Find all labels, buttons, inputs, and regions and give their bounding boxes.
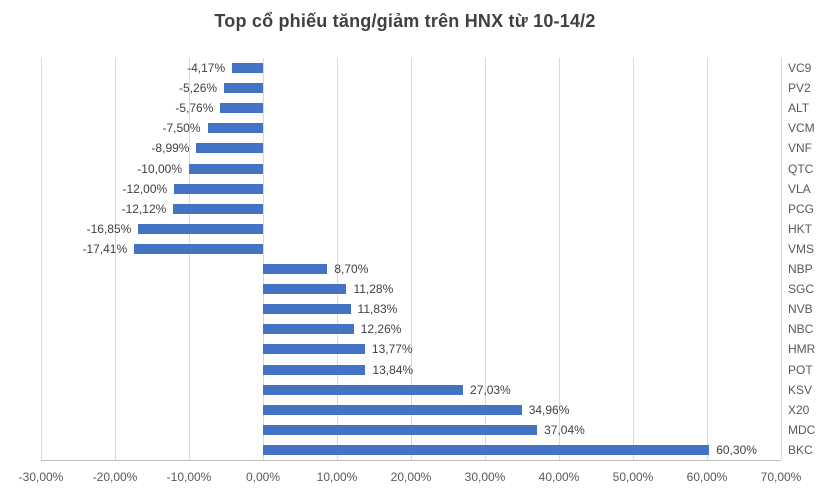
category-label: ALT <box>788 101 810 116</box>
category-label: QTC <box>788 161 814 176</box>
x-tick-label: 40,00% <box>538 470 580 484</box>
gridline <box>706 58 708 460</box>
value-label: 11,28% <box>353 282 394 297</box>
value-label: -8,99% <box>151 141 190 156</box>
x-tick-label: 70,00% <box>760 470 802 484</box>
x-tick-label: 0,00% <box>245 470 281 484</box>
bar <box>138 223 263 234</box>
value-label: 13,77% <box>371 342 413 357</box>
category-label: PV2 <box>788 81 811 96</box>
value-label: -4,17% <box>187 61 226 76</box>
bar <box>263 424 538 435</box>
x-tick-label: -10,00% <box>166 470 212 484</box>
x-tick-label: 30,00% <box>464 470 506 484</box>
category-label: SGC <box>788 282 815 297</box>
category-label: NBC <box>788 322 814 337</box>
x-tick-label: -20,00% <box>92 470 138 484</box>
bar <box>263 304 351 315</box>
x-tick-label: 50,00% <box>612 470 654 484</box>
category-label: NVB <box>788 302 813 317</box>
category-label: VC9 <box>788 61 812 76</box>
value-label: 12,26% <box>360 322 402 337</box>
gridline <box>262 58 264 460</box>
value-label: -10,00% <box>137 161 182 176</box>
bar <box>207 123 263 134</box>
gridline <box>558 58 560 460</box>
bar <box>224 83 263 94</box>
category-label: PCG <box>788 201 815 216</box>
gridline <box>114 58 116 460</box>
value-label: 13,84% <box>372 362 414 377</box>
value-label: 27,03% <box>470 382 511 397</box>
gridline <box>632 58 634 460</box>
x-tick-label: 10,00% <box>316 470 358 484</box>
category-label: VNF <box>788 141 812 156</box>
category-label: MDC <box>788 422 816 437</box>
value-label: 8,70% <box>334 262 369 277</box>
bar <box>134 243 263 254</box>
value-label: -5,76% <box>175 101 214 116</box>
gridline <box>410 58 412 460</box>
bar <box>263 384 464 395</box>
category-label: X20 <box>788 402 810 417</box>
category-label: HKT <box>788 221 812 236</box>
value-label: -17,41% <box>82 241 128 256</box>
gridline <box>188 58 190 460</box>
bar <box>196 143 263 154</box>
value-label: -5,26% <box>179 81 218 96</box>
bar <box>220 103 263 114</box>
x-axis-line <box>41 460 781 461</box>
category-label: VLA <box>788 181 811 196</box>
bar <box>263 344 365 355</box>
bar <box>232 63 263 74</box>
category-label: KSV <box>788 382 813 397</box>
value-label: -7,50% <box>162 121 201 136</box>
bar <box>173 203 263 214</box>
category-label: NBP <box>788 262 813 277</box>
gridline <box>484 58 486 460</box>
bar <box>263 284 347 295</box>
value-label: 11,83% <box>357 302 398 317</box>
gridline <box>40 58 42 460</box>
chart-title: Top cổ phiếu tăng/giảm trên HNX từ 10-14… <box>214 11 596 31</box>
category-label: VMS <box>788 241 815 256</box>
value-label: -12,12% <box>121 201 167 216</box>
category-label: HMR <box>788 342 816 357</box>
bar <box>263 404 522 415</box>
bar <box>174 183 263 194</box>
value-label: 34,96% <box>528 402 570 417</box>
category-label: BKC <box>788 442 813 457</box>
value-label: 37,04% <box>544 422 585 437</box>
category-label: VCM <box>788 121 815 136</box>
bar <box>263 364 366 375</box>
category-label: POT <box>788 362 813 377</box>
bar <box>263 324 354 335</box>
x-tick-label: 60,00% <box>686 470 728 484</box>
value-label: -12,00% <box>122 181 168 196</box>
value-label: 60,30% <box>716 442 757 457</box>
gridline <box>780 58 782 460</box>
value-label: -16,85% <box>86 221 132 236</box>
bar <box>263 264 328 275</box>
bar <box>263 444 710 455</box>
bar <box>189 163 263 174</box>
x-tick-label: -30,00% <box>18 470 64 484</box>
gridline <box>336 58 338 460</box>
x-tick-label: 20,00% <box>390 470 432 484</box>
